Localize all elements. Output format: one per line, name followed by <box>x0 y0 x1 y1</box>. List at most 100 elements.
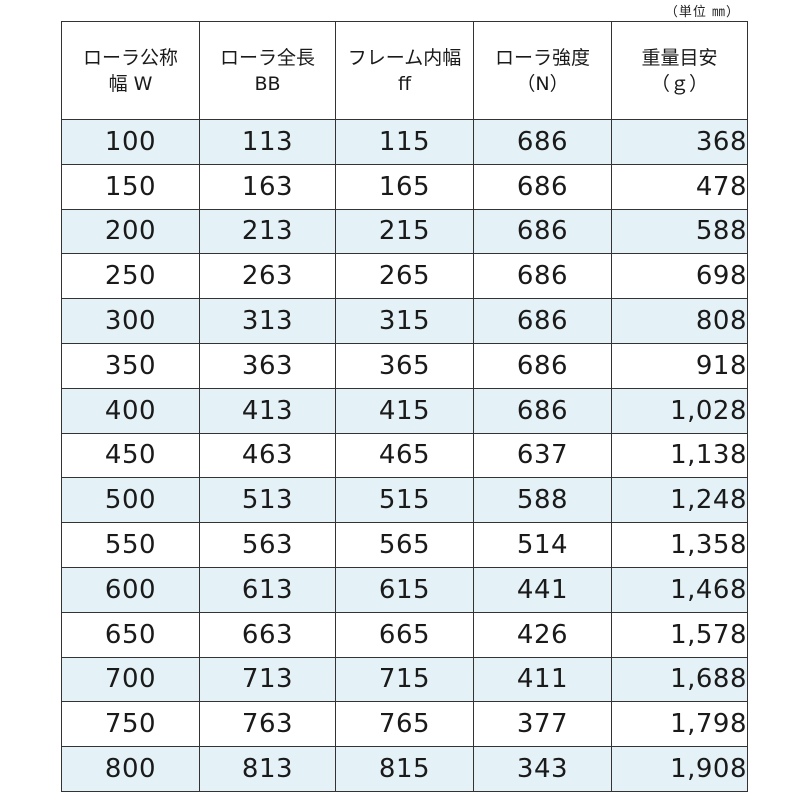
weight-cell: 368 <box>611 119 748 165</box>
total-length-cell: 263 <box>199 253 336 300</box>
roller-strength-cell: 686 <box>473 298 612 344</box>
frame-inner-width-cell: 815 <box>335 746 474 792</box>
weight-cell: 698 <box>611 253 748 300</box>
column-header-weight: 重量目安 （ｇ） <box>611 21 748 120</box>
total-length-cell: 413 <box>199 387 336 434</box>
table-row: 350 363 365 686 918 <box>61 342 748 389</box>
total-length-cell: 163 <box>199 163 336 210</box>
header-line: ff <box>397 72 412 95</box>
column-header-nominal-width: ローラ公称 幅 W <box>61 21 200 120</box>
weight-cell: 1,578 <box>611 611 748 658</box>
frame-inner-width-cell: 465 <box>335 432 474 479</box>
header-line: （N） <box>516 72 569 95</box>
roller-strength-cell: 441 <box>473 566 612 613</box>
table-row: 600 613 615 441 1,468 <box>61 566 748 613</box>
nominal-width-cell: 200 <box>61 208 200 255</box>
header-line: フレーム内幅 <box>347 46 462 69</box>
header-line: ローラ全長 <box>219 46 315 69</box>
column-header-frame-inner-width: フレーム内幅 ff <box>335 21 474 120</box>
total-length-cell: 463 <box>199 432 336 479</box>
total-length-cell: 763 <box>199 701 336 748</box>
total-length-cell: 813 <box>199 746 336 792</box>
header-line: ローラ公称 <box>82 46 178 69</box>
table-row: 650 663 665 426 1,578 <box>61 611 748 658</box>
frame-inner-width-cell: 215 <box>335 208 474 255</box>
weight-cell: 1,358 <box>611 522 748 568</box>
total-length-cell: 363 <box>199 342 336 389</box>
weight-cell: 808 <box>611 298 748 344</box>
unit-note: （単位 ㎜） <box>664 5 740 20</box>
weight-cell: 478 <box>611 163 748 210</box>
nominal-width-cell: 800 <box>61 746 200 792</box>
column-header-roller-strength: ローラ強度 （N） <box>473 21 612 120</box>
frame-inner-width-cell: 365 <box>335 342 474 389</box>
total-length-cell: 113 <box>199 119 336 165</box>
roller-strength-cell: 686 <box>473 253 612 300</box>
weight-cell: 1,028 <box>611 387 748 434</box>
nominal-width-cell: 700 <box>61 656 200 703</box>
total-length-cell: 213 <box>199 208 336 255</box>
weight-cell: 1,798 <box>611 701 748 748</box>
frame-inner-width-cell: 565 <box>335 522 474 568</box>
frame-inner-width-cell: 665 <box>335 611 474 658</box>
nominal-width-cell: 450 <box>61 432 200 479</box>
weight-cell: 1,248 <box>611 477 748 524</box>
nominal-width-cell: 150 <box>61 163 200 210</box>
frame-inner-width-cell: 115 <box>335 119 474 165</box>
header-line: ローラ強度 <box>494 46 590 69</box>
table-row: 500 513 515 588 1,248 <box>61 477 748 524</box>
table-row: 300 313 315 686 808 <box>61 298 748 344</box>
nominal-width-cell: 500 <box>61 477 200 524</box>
nominal-width-cell: 100 <box>61 119 200 165</box>
frame-inner-width-cell: 165 <box>335 163 474 210</box>
header-line: 重量目安 <box>641 46 718 69</box>
weight-cell: 1,688 <box>611 656 748 703</box>
total-length-cell: 713 <box>199 656 336 703</box>
table-row: 550 563 565 514 1,358 <box>61 522 748 568</box>
header-line: BB <box>254 72 281 95</box>
frame-inner-width-cell: 415 <box>335 387 474 434</box>
table-row: 700 713 715 411 1,688 <box>61 656 748 703</box>
table-row: 400 413 415 686 1,028 <box>61 387 748 434</box>
table-row: 250 263 265 686 698 <box>61 253 748 300</box>
roller-strength-cell: 411 <box>473 656 612 703</box>
roller-strength-cell: 686 <box>473 208 612 255</box>
roller-strength-cell: 377 <box>473 701 612 748</box>
weight-cell: 588 <box>611 208 748 255</box>
frame-inner-width-cell: 515 <box>335 477 474 524</box>
nominal-width-cell: 600 <box>61 566 200 613</box>
roller-strength-cell: 686 <box>473 387 612 434</box>
table-row: 750 763 765 377 1,798 <box>61 701 748 748</box>
weight-cell: 1,908 <box>611 746 748 792</box>
total-length-cell: 313 <box>199 298 336 344</box>
nominal-width-cell: 550 <box>61 522 200 568</box>
table-row: 450 463 465 637 1,138 <box>61 432 748 479</box>
roller-strength-cell: 686 <box>473 342 612 389</box>
column-header-total-length: ローラ全長 BB <box>199 21 336 120</box>
nominal-width-cell: 350 <box>61 342 200 389</box>
frame-inner-width-cell: 265 <box>335 253 474 300</box>
weight-cell: 1,138 <box>611 432 748 479</box>
table-row: 200 213 215 686 588 <box>61 208 748 255</box>
table-row: 100 113 115 686 368 <box>61 119 748 165</box>
total-length-cell: 563 <box>199 522 336 568</box>
total-length-cell: 513 <box>199 477 336 524</box>
nominal-width-cell: 400 <box>61 387 200 434</box>
header-line: 幅 W <box>108 72 153 95</box>
frame-inner-width-cell: 765 <box>335 701 474 748</box>
roller-strength-cell: 637 <box>473 432 612 479</box>
roller-strength-cell: 343 <box>473 746 612 792</box>
roller-strength-cell: 514 <box>473 522 612 568</box>
table-body: 100 113 115 686 368 150 163 165 686 478 200 213 215 6… <box>61 119 748 792</box>
header-row: ローラ公称 幅 W ローラ全長 BB フレーム内幅 ff ローラ強度 （N） 重… <box>61 21 748 120</box>
total-length-cell: 613 <box>199 566 336 613</box>
weight-cell: 918 <box>611 342 748 389</box>
table-row: 800 813 815 343 1,908 <box>61 746 748 792</box>
table-row: 150 163 165 686 478 <box>61 163 748 210</box>
roller-strength-cell: 426 <box>473 611 612 658</box>
total-length-cell: 663 <box>199 611 336 658</box>
nominal-width-cell: 650 <box>61 611 200 658</box>
header-line: （ｇ） <box>650 72 708 95</box>
roller-strength-cell: 686 <box>473 119 612 165</box>
frame-inner-width-cell: 615 <box>335 566 474 613</box>
